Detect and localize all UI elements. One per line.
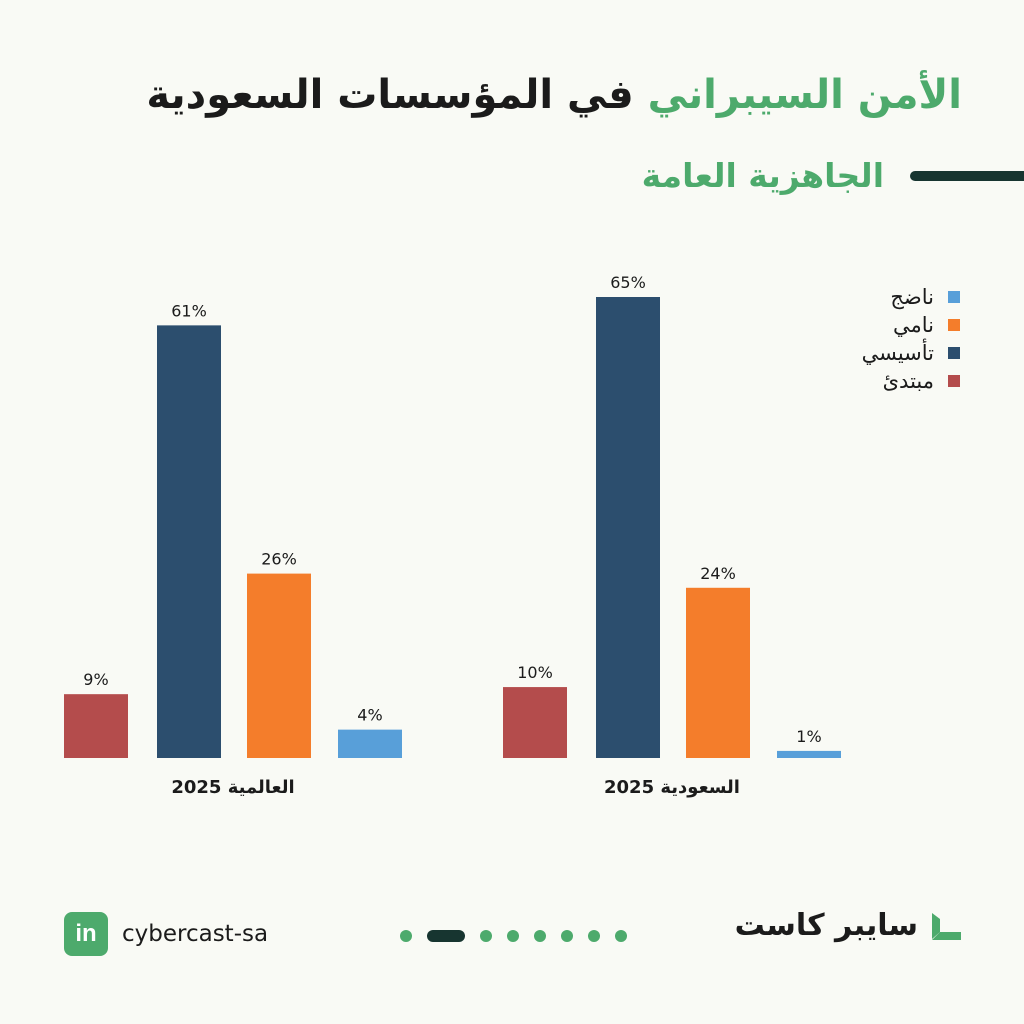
legend-swatch xyxy=(948,291,960,303)
linkedin-link[interactable]: in cybercast-sa xyxy=(64,912,268,956)
chart-bar xyxy=(777,750,841,758)
pager-dot[interactable] xyxy=(507,930,519,942)
chart-bar xyxy=(64,694,128,758)
data-label: 61% xyxy=(171,301,207,320)
brand-name: سايبر كاست xyxy=(734,908,918,943)
legend-swatch xyxy=(948,319,960,331)
page-title: الأمن السيبراني في المؤسسات السعودية xyxy=(146,72,962,118)
title-rest: في المؤسسات السعودية xyxy=(146,72,634,118)
chart-bar xyxy=(338,729,402,758)
legend-item: نامي xyxy=(854,312,960,338)
cybercast-logo-icon xyxy=(932,912,961,940)
chart-legend: ناضج نامي تأسيسي مبتدئ xyxy=(854,284,960,394)
data-label: 10% xyxy=(517,663,553,682)
legend-swatch xyxy=(948,375,960,387)
legend-swatch xyxy=(948,347,960,359)
subtitle-row: الجاهزية العامة xyxy=(642,156,1024,195)
legend-label: تأسيسي xyxy=(861,341,934,365)
pager-dot[interactable] xyxy=(534,930,546,942)
pager-dot[interactable] xyxy=(480,930,492,942)
data-label: 26% xyxy=(261,550,297,569)
legend-item: ناضج xyxy=(854,284,960,310)
title-accent: الأمن السيبراني xyxy=(647,72,962,118)
legend-label: ناضج xyxy=(890,285,934,309)
data-label: 65% xyxy=(610,273,646,292)
pager-dot-active[interactable] xyxy=(427,930,465,942)
chart-bar xyxy=(157,325,221,758)
data-label: 4% xyxy=(357,706,382,725)
legend-item: تأسيسي xyxy=(854,340,960,366)
legend-item: مبتدئ xyxy=(854,368,960,394)
subtitle: الجاهزية العامة xyxy=(641,156,884,195)
chart-bar xyxy=(503,687,567,758)
subtitle-rule xyxy=(910,170,1024,181)
chart-bar xyxy=(247,573,311,758)
chart-bar xyxy=(596,297,660,758)
pagination-dots xyxy=(400,930,627,942)
data-label: 9% xyxy=(83,670,108,689)
data-label: 24% xyxy=(700,564,736,583)
category-label: السعودية 2025 xyxy=(604,777,740,798)
pager-dot[interactable] xyxy=(561,930,573,942)
pager-dot[interactable] xyxy=(588,930,600,942)
linkedin-icon[interactable]: in xyxy=(64,912,108,956)
legend-label: مبتدئ xyxy=(882,369,934,393)
legend-label: نامي xyxy=(893,313,934,337)
brand-block: سايبر كاست xyxy=(735,908,962,943)
chart-bar xyxy=(686,587,750,758)
linkedin-handle[interactable]: cybercast-sa xyxy=(122,921,269,947)
category-label: العالمية 2025 xyxy=(171,777,294,798)
data-label: 1% xyxy=(796,727,821,746)
pager-dot[interactable] xyxy=(615,930,627,942)
pager-dot[interactable] xyxy=(400,930,412,942)
